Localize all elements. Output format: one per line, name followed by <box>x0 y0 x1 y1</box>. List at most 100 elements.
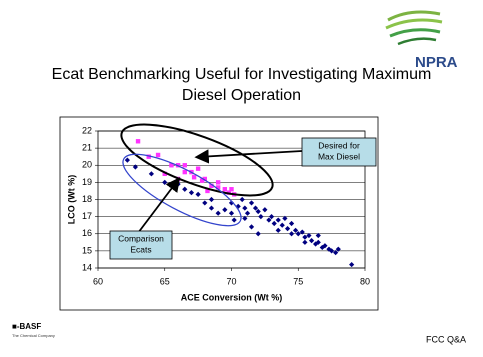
annotation-text: Ecats <box>130 244 151 254</box>
arrow <box>137 177 181 234</box>
data-point <box>202 200 208 206</box>
logo-text: NPRA <box>415 54 458 71</box>
data-point <box>258 214 264 220</box>
data-point <box>229 187 234 192</box>
data-point <box>306 232 312 239</box>
data-point <box>295 231 301 237</box>
data-point <box>335 246 341 252</box>
data-point <box>222 207 228 213</box>
y-tick-label: 17 <box>82 211 92 221</box>
data-point <box>162 171 167 177</box>
data-point <box>292 227 299 233</box>
data-point <box>349 261 355 268</box>
data-point <box>302 239 308 245</box>
data-point <box>182 169 187 175</box>
data-point <box>299 229 305 235</box>
data-point <box>209 183 214 188</box>
x-tick-label: 65 <box>160 276 170 286</box>
data-point <box>248 224 255 230</box>
data-point <box>279 222 285 228</box>
footer-label: FCC Q&A <box>426 334 466 344</box>
data-point <box>248 200 255 206</box>
y-tick-label: 16 <box>82 228 92 238</box>
data-point <box>188 190 195 196</box>
y-tick-label: 15 <box>82 245 92 255</box>
data-point <box>239 196 245 203</box>
y-tick-label: 19 <box>82 177 92 187</box>
data-point <box>255 231 261 237</box>
data-point <box>205 188 210 194</box>
company-tagline: The Chemical Company <box>12 333 55 338</box>
slide-title: Ecat Benchmarking Useful for Investigati… <box>51 66 432 104</box>
annotation-box <box>301 137 377 167</box>
y-axis-label: LCO (Wt %) <box>66 175 76 225</box>
data-point <box>266 217 272 223</box>
highlight-ellipse <box>122 153 242 227</box>
highlight-ellipse <box>120 123 274 197</box>
data-point <box>275 217 281 223</box>
data-point <box>255 208 261 215</box>
company-name: BASF <box>20 322 42 331</box>
data-point <box>148 171 154 177</box>
data-point <box>288 231 295 237</box>
data-point <box>262 207 268 213</box>
data-point <box>231 217 237 223</box>
data-point <box>202 176 207 182</box>
data-point <box>288 220 295 227</box>
y-tick-label: 22 <box>82 125 92 135</box>
data-point <box>195 166 201 171</box>
data-point <box>215 180 221 185</box>
data-point <box>199 178 205 183</box>
x-axis-label: ACE Conversion (Wt %) <box>181 292 283 302</box>
data-point <box>252 205 259 211</box>
annotation-box <box>109 230 173 260</box>
x-tick-label: 75 <box>293 276 303 286</box>
data-point <box>275 227 281 233</box>
data-point <box>215 185 221 190</box>
data-point <box>322 243 328 249</box>
data-point <box>132 164 138 170</box>
data-point <box>271 220 277 227</box>
company-logo: ■-BASF <box>12 322 41 331</box>
data-point <box>182 163 187 168</box>
x-tick-label: 80 <box>360 276 370 286</box>
data-point <box>329 248 335 254</box>
x-tick-label: 60 <box>93 276 103 286</box>
data-point <box>146 154 151 159</box>
y-tick-label: 20 <box>82 160 92 170</box>
data-point <box>302 234 308 240</box>
data-point <box>208 196 215 203</box>
data-point <box>169 163 174 168</box>
data-point <box>195 191 201 197</box>
data-point <box>319 244 325 251</box>
annotation-text: Desired for <box>318 140 360 150</box>
data-point <box>333 249 339 256</box>
data-point <box>242 215 248 221</box>
data-point <box>242 205 248 211</box>
data-point <box>155 152 161 158</box>
data-point <box>284 226 291 232</box>
data-point <box>309 238 315 244</box>
data-point <box>182 186 188 192</box>
data-point <box>222 187 228 192</box>
data-point <box>208 205 215 211</box>
y-tick-label: 18 <box>82 194 92 204</box>
arrow <box>194 149 303 164</box>
data-point <box>124 157 130 163</box>
data-point <box>268 214 275 220</box>
y-tick-label: 21 <box>82 143 92 153</box>
npra-logo: NPRA <box>385 10 458 71</box>
annotation-text: Max Diesel <box>318 151 360 161</box>
data-point <box>315 239 321 245</box>
data-point <box>244 210 251 216</box>
data-point <box>282 215 288 221</box>
y-tick-label: 14 <box>82 262 92 272</box>
data-point <box>135 139 141 144</box>
data-point <box>228 210 235 216</box>
data-point <box>326 246 332 252</box>
annotation-text: Comparison <box>118 233 164 243</box>
data-point <box>315 232 321 239</box>
data-point <box>191 175 197 180</box>
x-tick-label: 70 <box>226 276 236 286</box>
